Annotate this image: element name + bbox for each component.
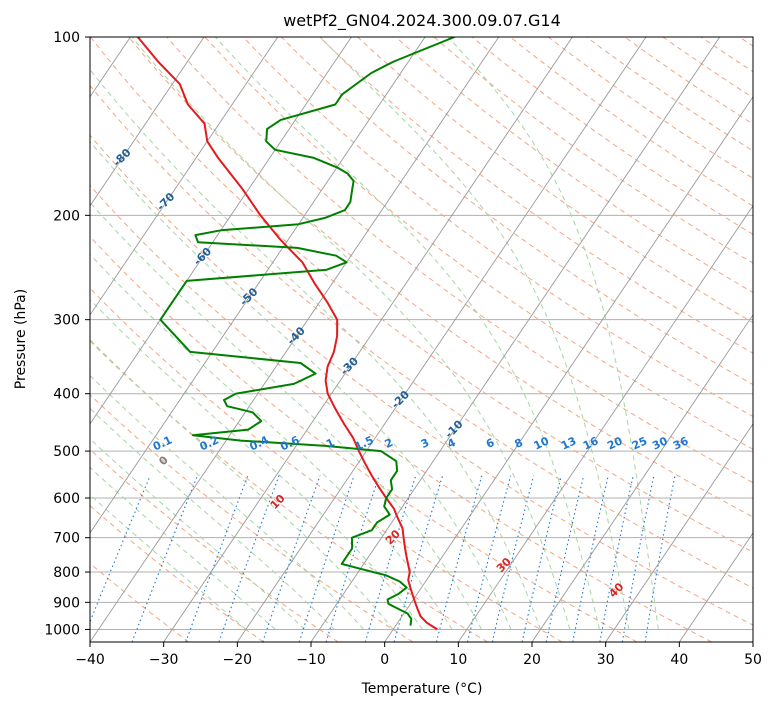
dry-adiabat-line	[90, 37, 753, 553]
y-tick-label: 700	[53, 531, 80, 547]
mixing-ratio-label: 36	[671, 434, 691, 452]
x-tick-label: 10	[449, 652, 467, 668]
chart-title: wetPf2_GN04.2024.300.09.07.G14	[283, 11, 561, 31]
mixing-ratio-label: 16	[581, 434, 601, 452]
y-tick-label: 400	[53, 387, 80, 403]
moist-adiabat-line	[90, 253, 453, 630]
dry-adiabat-line	[319, 37, 753, 354]
isotherm-line	[236, 37, 647, 642]
mixing-ratio-line	[364, 475, 417, 642]
moist-adiabat-line	[90, 494, 247, 630]
y-tick-label: 800	[53, 565, 80, 581]
y-tick-label: 600	[53, 491, 80, 507]
dry-adiabat-line	[90, 287, 563, 642]
mixing-ratio-line	[185, 475, 249, 642]
isotherm-line	[678, 532, 753, 642]
isotherm-line	[90, 37, 205, 207]
moist-adiabat-line	[319, 37, 630, 630]
mixing-ratio-lines	[90, 475, 676, 642]
isotherm-line	[457, 205, 753, 642]
isotherm-line	[90, 37, 500, 642]
mixing-ratio-label: 10	[532, 434, 552, 452]
mixing-ratio-line	[435, 475, 483, 642]
x-tick-label: −20	[223, 652, 253, 668]
dewpoint-profile	[159, 37, 455, 626]
mixing-ratio-line	[131, 475, 199, 642]
dry-adiabat-line	[433, 37, 753, 264]
moist-adiabat-line	[90, 374, 365, 630]
isotherm-line	[384, 96, 753, 642]
x-tick-label: 20	[523, 652, 541, 668]
isotherm-line	[90, 37, 352, 425]
isotherm-line	[531, 314, 753, 642]
x-axis-label: Temperature (°C)	[361, 681, 483, 697]
mixing-ratio-label: 30	[650, 434, 670, 452]
mixing-ratio-line	[218, 475, 280, 642]
x-tick-label: −10	[296, 652, 326, 668]
x-tick-label: 0	[380, 652, 389, 668]
sounding-series	[137, 37, 455, 631]
mixing-ratio-label: 25	[630, 434, 649, 452]
y-tick-label: 900	[53, 595, 80, 611]
moist-adiabat-line	[447, 37, 659, 630]
x-tick-label: 50	[744, 652, 762, 668]
dry-adiabat-line	[90, 505, 264, 642]
moist-adiabat-line	[90, 466, 276, 630]
isotherm-line	[310, 37, 721, 642]
mixing-ratio-label: 20	[605, 434, 625, 452]
mixing-ratio-line	[325, 475, 380, 642]
dry-adiabat-line	[280, 37, 753, 386]
pressure-grid	[90, 37, 753, 630]
dry-adiabat-line	[90, 448, 339, 642]
dry-adiabat-line	[548, 37, 753, 179]
temperature-profile	[137, 37, 438, 631]
moist-adiabat-line	[90, 140, 512, 630]
mixing-ratio-line	[466, 475, 512, 642]
y-tick-label: 200	[53, 208, 80, 224]
isotherm-line	[605, 423, 753, 642]
y-axis-label: Pressure (hPa)	[13, 289, 29, 389]
dry-adiabat-line	[90, 84, 753, 589]
moist-adiabat-line	[90, 298, 423, 630]
moist-adiabat-line	[131, 37, 571, 630]
y-tick-label: 300	[53, 313, 80, 329]
mixing-ratio-line	[393, 475, 444, 642]
isotherm-line	[90, 37, 279, 316]
isotherms	[90, 37, 753, 642]
isotherm-line	[90, 37, 426, 534]
moist-adiabat-line	[90, 338, 394, 630]
plot-area: -100-90-80-70-60-50-40-30-20-100.10.20.4…	[90, 37, 753, 642]
dry-adiabat-line	[357, 37, 753, 324]
x-tick-label: 40	[670, 652, 688, 668]
x-axis: −40 −30 −20 −10 0 10 20 30 40 50	[75, 642, 762, 668]
mixing-ratio-label: 13	[559, 434, 578, 452]
plot-frame	[89, 36, 754, 643]
y-axis: 100 200 300 400 500 600 700 800 900 1000	[44, 30, 90, 638]
y-tick-label: 1000	[44, 622, 80, 638]
x-tick-label: −40	[75, 652, 105, 668]
dry-adiabat-line	[586, 37, 753, 152]
x-tick-label: −30	[149, 652, 179, 668]
x-tick-label: 30	[597, 652, 615, 668]
y-tick-label: 500	[53, 444, 80, 460]
y-tick-label: 100	[53, 30, 80, 46]
dry-adiabat-line	[395, 37, 753, 294]
isotherm-line	[163, 37, 573, 642]
